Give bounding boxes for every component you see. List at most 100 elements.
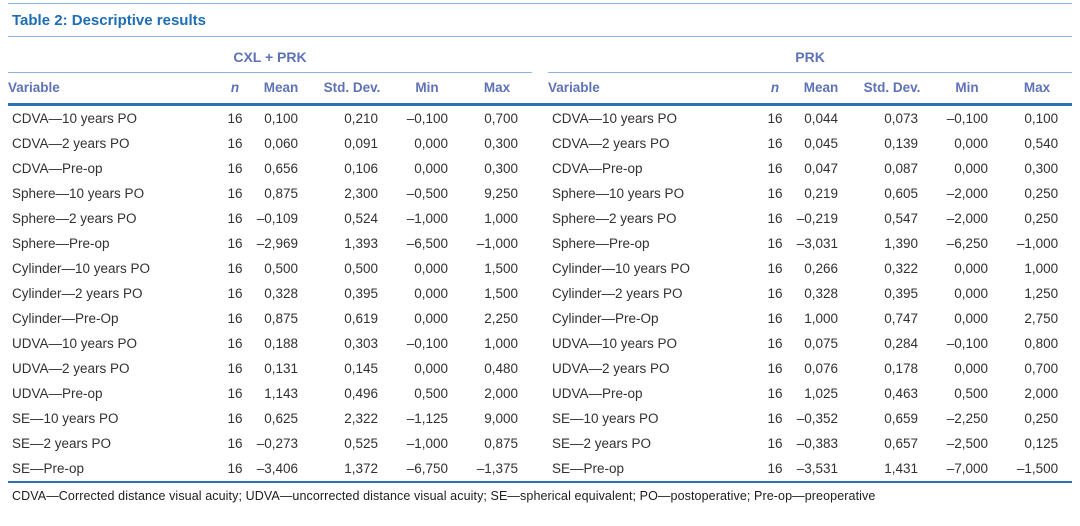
value-cell: 16 xyxy=(767,236,783,251)
variable-cell: Cylinder—Pre-Op xyxy=(12,311,119,326)
value-cell: –6,750 xyxy=(406,461,448,476)
value-cell: 0,496 xyxy=(344,386,378,401)
column-gap xyxy=(532,72,548,106)
value-cell: 16 xyxy=(227,461,243,476)
value-cell: 16 xyxy=(767,161,783,176)
value-cell: 16 xyxy=(227,386,243,401)
table-row: Sphere—Pre-op 16 –2,969 1,393 –6,500 –1,000 Sp… xyxy=(8,231,1072,256)
value-cell: 0,300 xyxy=(484,161,518,176)
group-header-prk: PRK xyxy=(548,36,1073,73)
value-cell: –2,000 xyxy=(946,211,988,226)
value-cell: 1,025 xyxy=(804,386,838,401)
descriptive-results-table: Table 2: Descriptive results CXL + PRK P… xyxy=(8,3,1073,483)
value-cell: 0,075 xyxy=(804,336,838,351)
value-cell: 0,395 xyxy=(884,286,918,301)
value-cell: 0,500 xyxy=(414,386,448,401)
value-cell: 16 xyxy=(227,361,243,376)
value-cell: 0,145 xyxy=(344,361,378,376)
column-gap xyxy=(532,256,548,281)
value-cell: 0,100 xyxy=(264,111,298,126)
value-cell: –2,500 xyxy=(946,436,988,451)
table-row: UDVA—Pre-op 16 1,143 0,496 0,500 2,000 UDVA—Pr… xyxy=(8,381,1072,406)
value-cell: 16 xyxy=(227,311,243,326)
table-row: Cylinder—10 years PO 16 0,500 0,500 0,000 1,5… xyxy=(8,256,1072,281)
table-row: Sphere—10 years PO 16 0,875 2,300 –0,500 9,25… xyxy=(8,181,1072,206)
value-cell: –2,000 xyxy=(946,186,988,201)
column-gap xyxy=(532,231,548,256)
value-cell: 16 xyxy=(767,411,783,426)
column-gap xyxy=(532,105,548,132)
value-cell: 0,500 xyxy=(344,261,378,276)
value-cell: 16 xyxy=(227,136,243,151)
value-cell: 0,219 xyxy=(804,186,838,201)
col-header-stddev-right: Std. Dev. xyxy=(852,72,932,106)
value-cell: 0,250 xyxy=(1024,186,1059,201)
value-cell: 0,659 xyxy=(884,411,918,426)
value-cell: 1,390 xyxy=(884,236,918,251)
value-cell: 1,250 xyxy=(1024,286,1059,301)
value-cell: 9,250 xyxy=(484,186,518,201)
variable-cell: UDVA—2 years PO xyxy=(12,361,130,376)
value-cell: 1,500 xyxy=(484,286,518,301)
variable-cell: UDVA—10 years PO xyxy=(552,336,678,351)
value-cell: –6,500 xyxy=(406,236,448,251)
value-cell: 16 xyxy=(227,111,243,126)
variable-cell: CDVA—10 years PO xyxy=(12,111,138,126)
variable-cell: SE—2 years PO xyxy=(552,436,652,451)
variable-cell: SE—2 years PO xyxy=(12,436,112,451)
value-cell: 0,875 xyxy=(264,311,298,326)
value-cell: –0,109 xyxy=(256,211,298,226)
col-header-n-left: n xyxy=(220,72,250,106)
value-cell: 0,800 xyxy=(1024,336,1059,351)
variable-cell: SE—10 years PO xyxy=(552,411,659,426)
value-cell: 0,656 xyxy=(264,161,298,176)
value-cell: 0,657 xyxy=(884,436,918,451)
column-gap xyxy=(532,406,548,431)
variable-cell: UDVA—Pre-op xyxy=(12,386,103,401)
variable-cell: Sphere—10 years PO xyxy=(552,186,685,201)
value-cell: 16 xyxy=(767,111,783,126)
variable-cell: Cylinder—Pre-Op xyxy=(552,311,659,326)
variable-cell: Sphere—2 years PO xyxy=(12,211,137,226)
value-cell: –1,125 xyxy=(406,411,448,426)
value-cell: –0,100 xyxy=(406,111,448,126)
value-cell: 0,000 xyxy=(414,161,448,176)
value-cell: –7,000 xyxy=(946,461,988,476)
value-cell: 0,210 xyxy=(344,111,378,126)
value-cell: 0,125 xyxy=(1024,436,1059,451)
table-row: UDVA—2 years PO 16 0,131 0,145 0,000 0,480 UDV… xyxy=(8,356,1072,381)
value-cell: 16 xyxy=(767,436,783,451)
value-cell: 0,524 xyxy=(344,211,378,226)
value-cell: 0,000 xyxy=(954,361,988,376)
variable-cell: CDVA—2 years PO xyxy=(12,136,130,151)
value-cell: –0,383 xyxy=(796,436,838,451)
title-row: Table 2: Descriptive results xyxy=(8,3,1073,37)
col-header-max-left: Max xyxy=(462,72,532,106)
value-cell: 0,000 xyxy=(414,361,448,376)
value-cell: –1,500 xyxy=(1016,461,1059,476)
value-cell: 0,625 xyxy=(264,411,298,426)
variable-cell: Sphere—Pre-op xyxy=(12,236,110,251)
value-cell: 0,087 xyxy=(884,161,918,176)
group-header-row: CXL + PRK PRK xyxy=(8,36,1073,73)
value-cell: 0,178 xyxy=(884,361,918,376)
value-cell: 16 xyxy=(227,211,243,226)
value-cell: –1,375 xyxy=(476,461,518,476)
value-cell: 0,000 xyxy=(414,286,448,301)
value-cell: 16 xyxy=(227,236,243,251)
value-cell: 0,047 xyxy=(804,161,838,176)
variable-cell: SE—10 years PO xyxy=(12,411,119,426)
value-cell: 2,000 xyxy=(1024,386,1059,401)
table-row: Cylinder—2 years PO 16 0,328 0,395 0,000 1,50… xyxy=(8,281,1072,306)
value-cell: 0,000 xyxy=(954,311,988,326)
value-cell: 0,000 xyxy=(954,136,988,151)
value-cell: 0,605 xyxy=(884,186,918,201)
value-cell: 0,619 xyxy=(344,311,378,326)
variable-cell: Sphere—Pre-op xyxy=(552,236,650,251)
value-cell: 0,328 xyxy=(804,286,838,301)
value-cell: 0,284 xyxy=(884,336,918,351)
variable-cell: Sphere—10 years PO xyxy=(12,186,145,201)
column-gap xyxy=(532,181,548,206)
col-header-mean-left: Mean xyxy=(250,72,312,106)
